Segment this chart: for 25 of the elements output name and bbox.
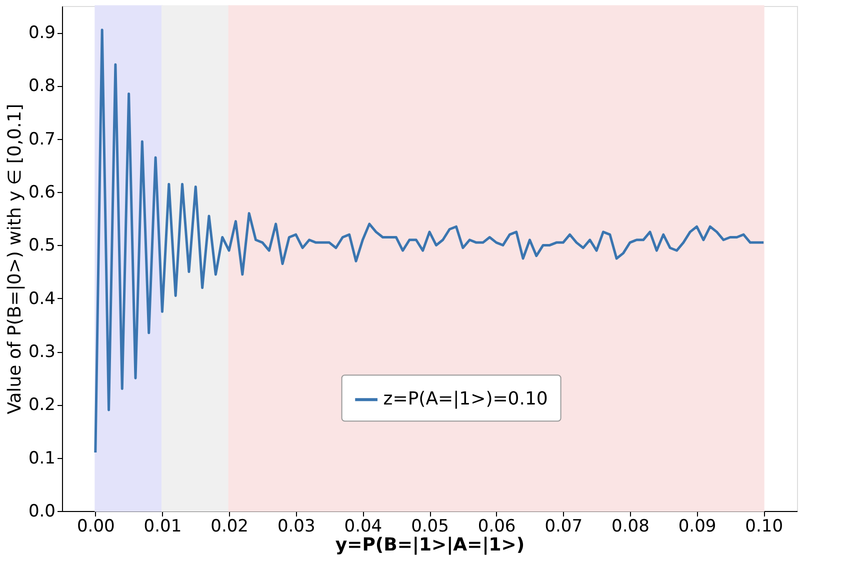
y-tick-label: 0.9	[28, 23, 56, 44]
y-tick-label: 0.8	[28, 76, 56, 96]
y-tick-label: 0.2	[28, 395, 56, 416]
y-tick-label: 0.6	[28, 182, 56, 203]
x-tick-label: 0.09	[678, 516, 716, 536]
legend-label: z=P(A=|1>)=0.10	[383, 388, 548, 410]
y-tick-label: 0.3	[28, 342, 56, 362]
y-tick-label: 0.7	[28, 129, 56, 150]
y-tick-label: 0.5	[28, 236, 56, 256]
x-tick-label: 0.10	[745, 516, 784, 536]
x-tick-label: 0.01	[144, 516, 182, 536]
x-tick-label: 0.08	[612, 516, 650, 536]
x-tick-label: 0.04	[344, 516, 382, 536]
x-tick-label: 0.03	[277, 516, 316, 536]
y-tick-label: 0.1	[28, 448, 56, 468]
x-tick-label: 0.00	[76, 516, 115, 536]
x-axis-title: y=P(B=|1>|A=|1>)	[335, 534, 525, 556]
x-tick-label: 0.02	[210, 516, 248, 536]
x-tick-label: 0.06	[478, 516, 516, 536]
x-tick-label: 0.07	[544, 516, 583, 536]
y-tick-label: 0.0	[28, 502, 56, 522]
line-series	[94, 28, 765, 454]
y-tick-label: 0.4	[28, 288, 56, 309]
x-tick-label: 0.05	[411, 516, 449, 536]
y-axis-title: Value of P(B=|0>) with y ∈ [0,0.1]	[4, 104, 26, 414]
